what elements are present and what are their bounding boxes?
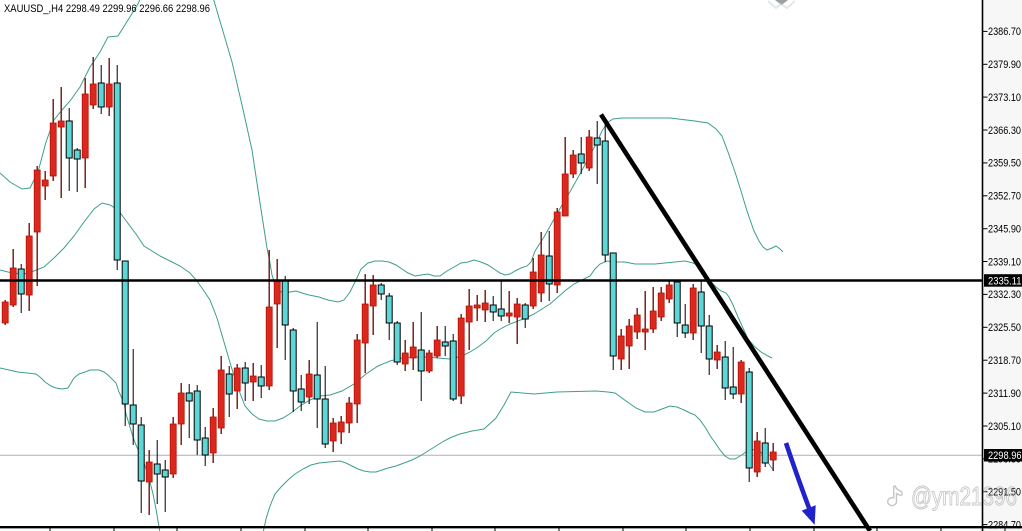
- svg-text:XAUUSD_,H4 2298.49 2299.96 22: XAUUSD_,H4 2298.49 2299.96 2296.66 2298.…: [4, 3, 210, 15]
- svg-text:2373.10: 2373.10: [988, 92, 1021, 104]
- svg-text:2352.70: 2352.70: [988, 191, 1021, 203]
- svg-text:2345.90: 2345.90: [988, 224, 1021, 236]
- svg-text:2291.50: 2291.50: [988, 487, 1021, 499]
- svg-text:2318.70: 2318.70: [988, 355, 1021, 367]
- svg-text:2325.50: 2325.50: [988, 322, 1021, 334]
- svg-text:2359.50: 2359.50: [988, 158, 1021, 170]
- svg-text:2332.30: 2332.30: [988, 289, 1021, 301]
- svg-text:2339.10: 2339.10: [988, 256, 1021, 268]
- svg-text:2379.90: 2379.90: [988, 59, 1021, 71]
- svg-text:2311.90: 2311.90: [988, 388, 1021, 400]
- svg-text:@ym21396: @ym21396: [911, 481, 1017, 511]
- svg-text:2335.11: 2335.11: [988, 275, 1022, 287]
- svg-text:2284.70: 2284.70: [988, 519, 1021, 531]
- svg-text:2366.30: 2366.30: [988, 125, 1021, 137]
- svg-text:2305.10: 2305.10: [988, 421, 1021, 433]
- svg-text:2386.70: 2386.70: [988, 26, 1021, 38]
- svg-text:2298.96: 2298.96: [988, 450, 1022, 462]
